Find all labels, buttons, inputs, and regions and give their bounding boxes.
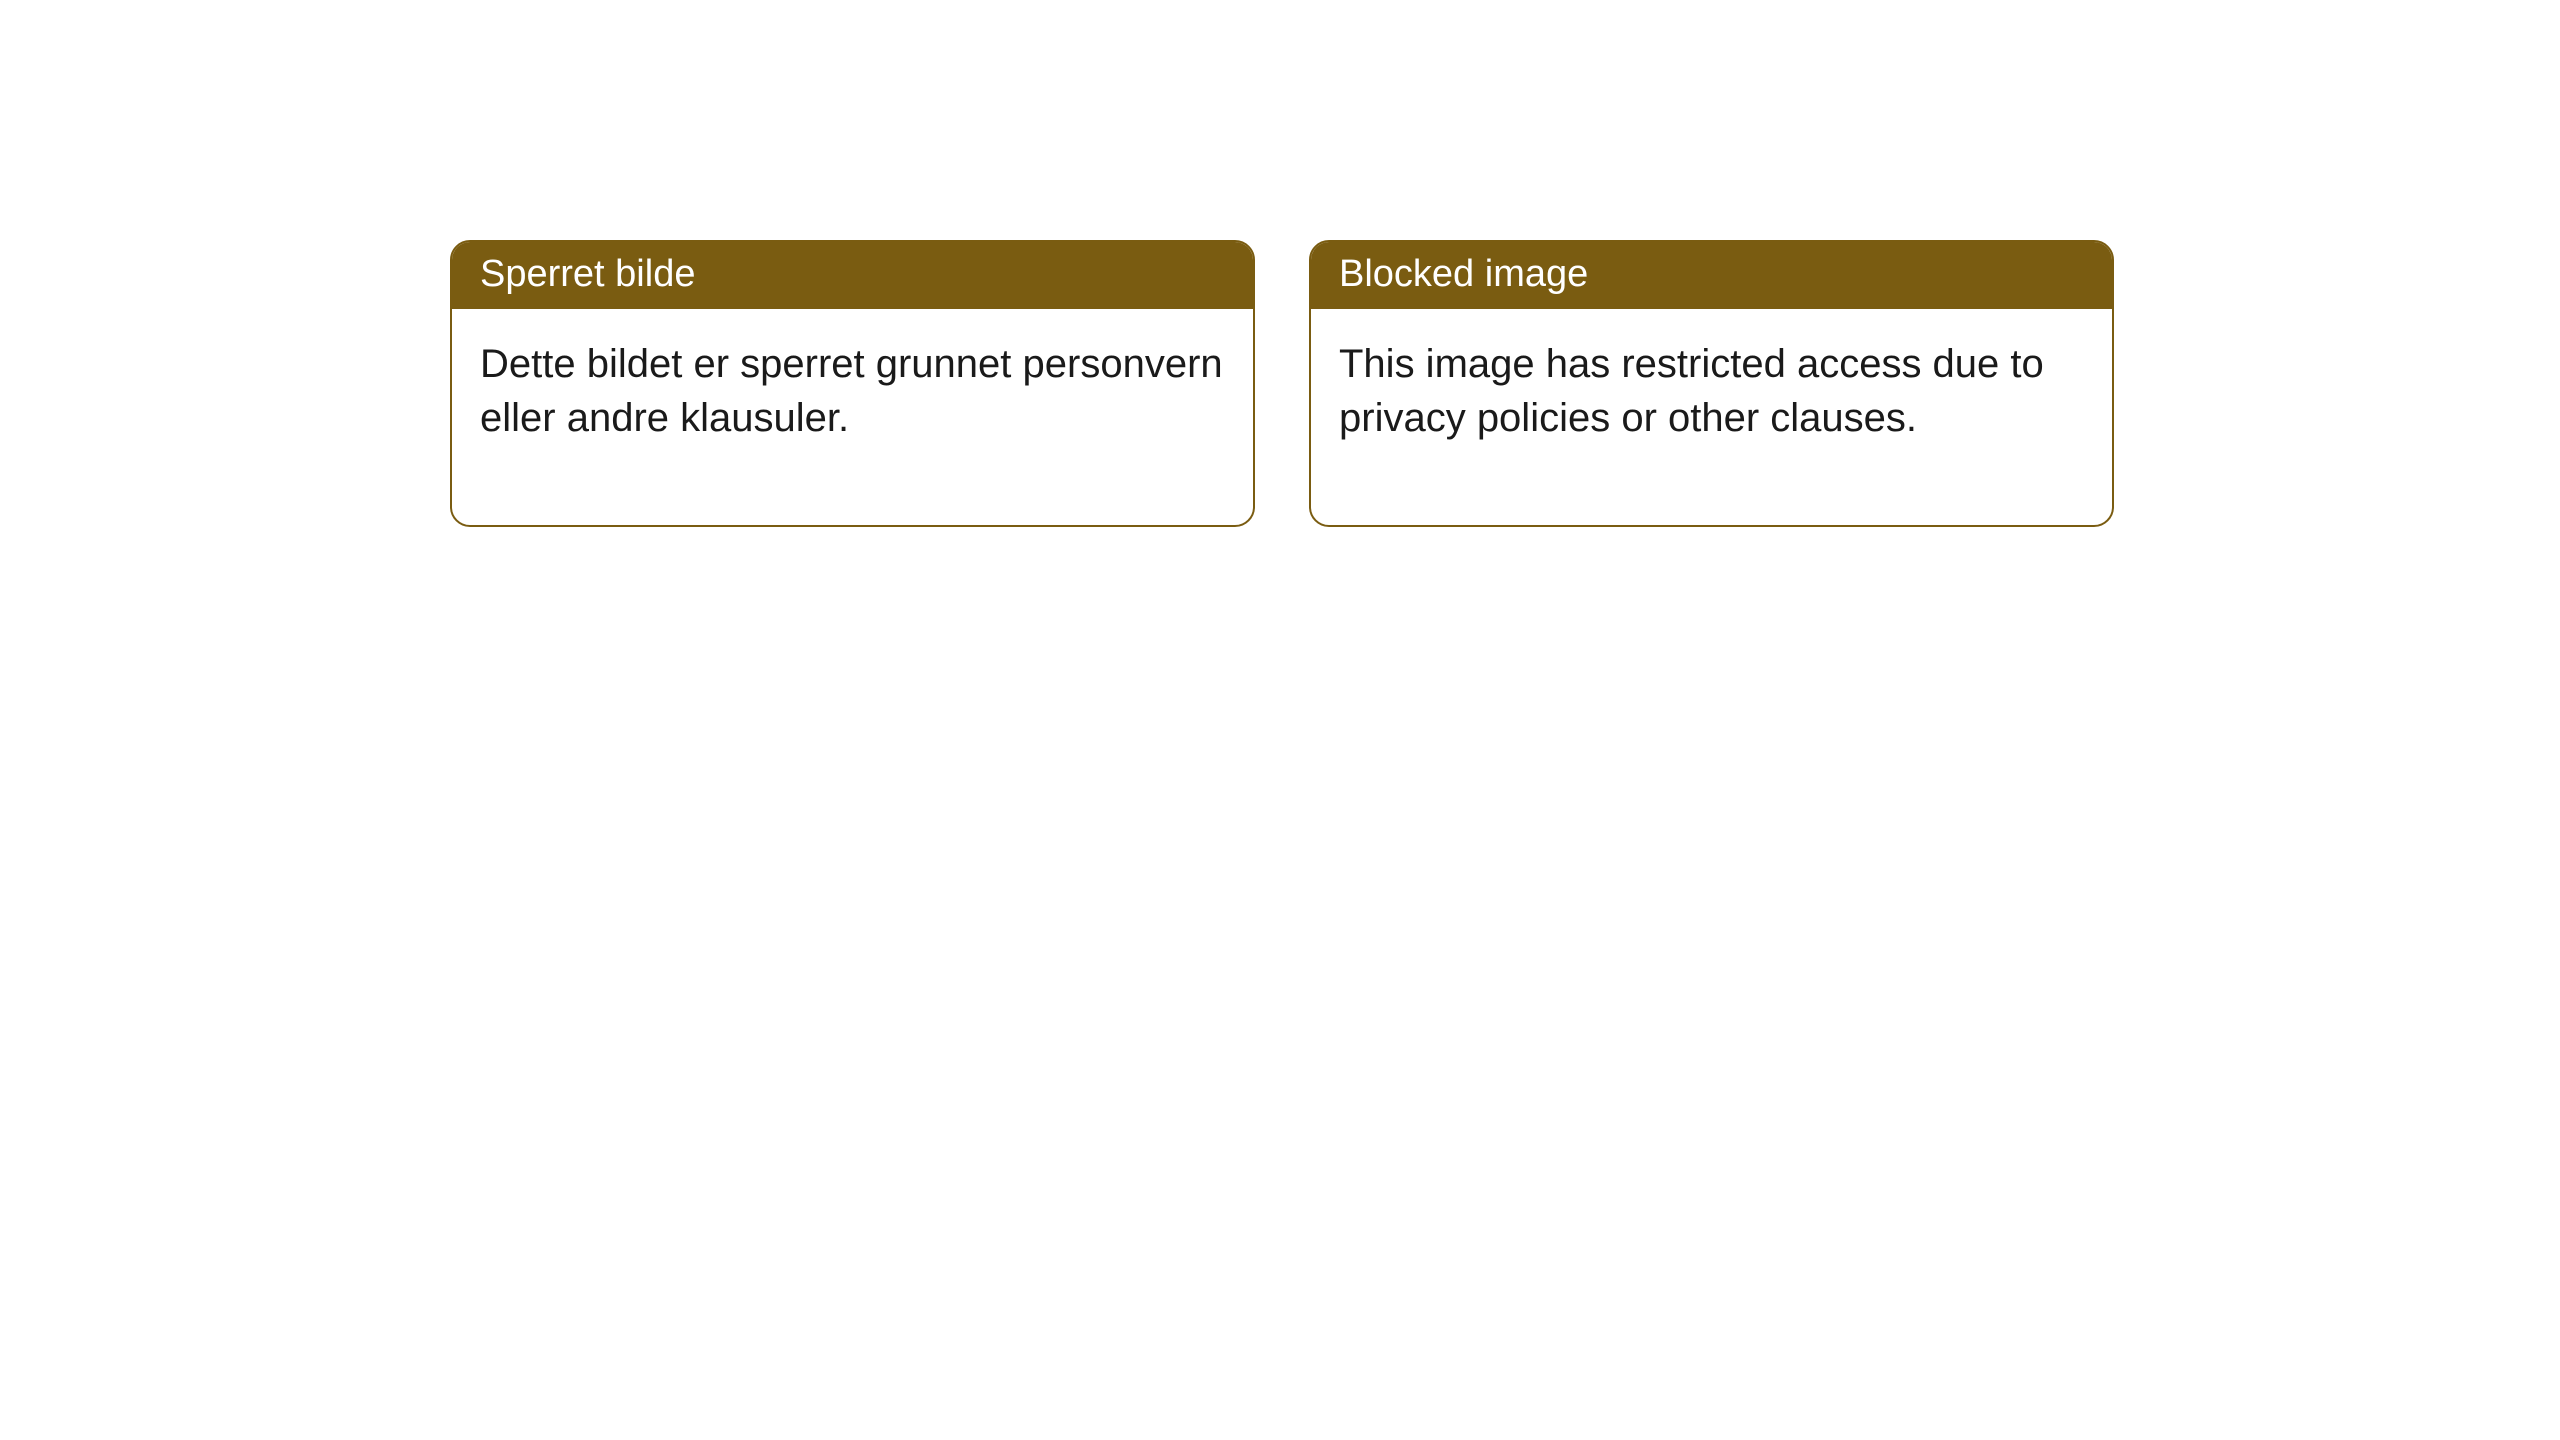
notice-header: Blocked image xyxy=(1311,242,2112,309)
notice-body: This image has restricted access due to … xyxy=(1311,309,2112,525)
notice-box-norwegian: Sperret bilde Dette bildet er sperret gr… xyxy=(450,240,1255,527)
notice-box-english: Blocked image This image has restricted … xyxy=(1309,240,2114,527)
notice-body: Dette bildet er sperret grunnet personve… xyxy=(452,309,1253,525)
notice-container: Sperret bilde Dette bildet er sperret gr… xyxy=(0,0,2560,527)
notice-header: Sperret bilde xyxy=(452,242,1253,309)
